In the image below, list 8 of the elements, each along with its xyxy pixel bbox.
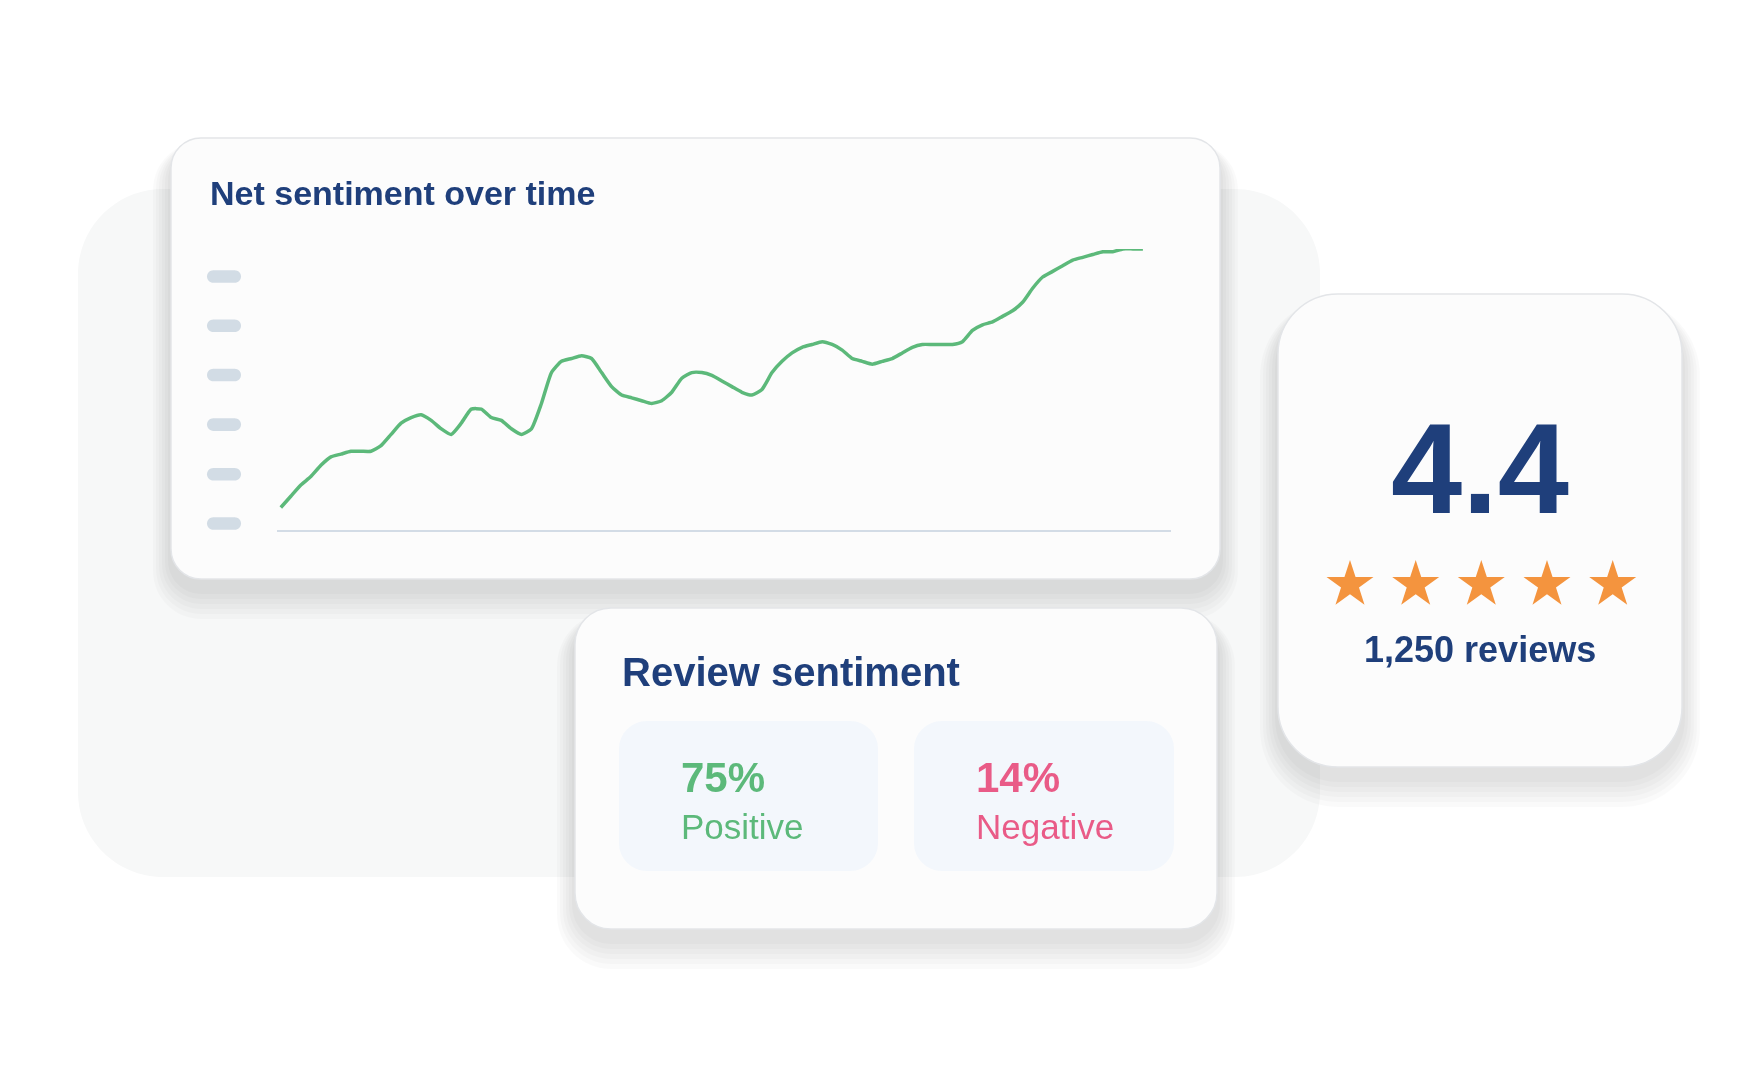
text: Negative: [976, 807, 1115, 846]
chart-title: Net sentiment over time: [210, 174, 596, 212]
text: 4.4: [1391, 397, 1569, 540]
text: Positive: [681, 807, 804, 846]
text: 75%: [681, 754, 766, 801]
text: Review sentiment: [622, 650, 960, 694]
text: 1,250 reviews: [1364, 629, 1597, 670]
text: 14%: [976, 754, 1061, 801]
